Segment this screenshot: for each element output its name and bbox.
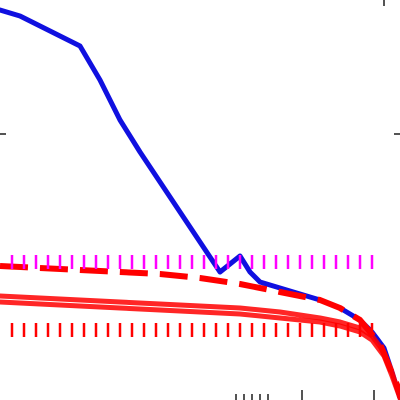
series-4-dotted-line [10,255,374,269]
series-3-dashed-line [0,263,400,394]
series-0-solid-line [0,7,400,400]
series-5-dotted-line [10,323,374,337]
series-layer [0,7,400,400]
series-2-solid-line [0,299,400,400]
